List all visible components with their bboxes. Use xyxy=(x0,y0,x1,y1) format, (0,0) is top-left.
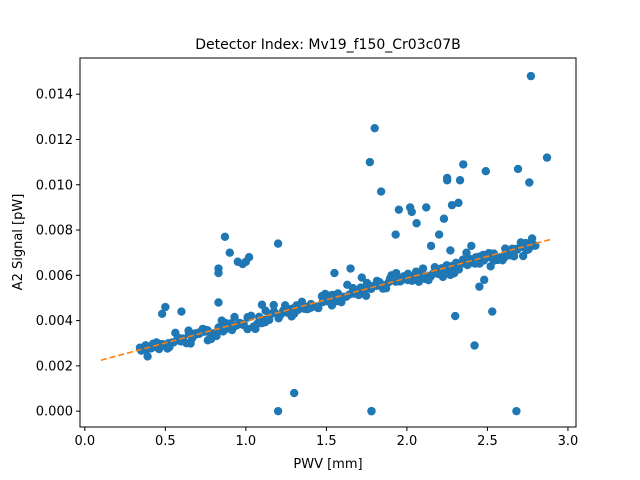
x-tick-label: 1.5 xyxy=(316,434,337,449)
data-point xyxy=(157,309,167,319)
data-point xyxy=(459,160,468,169)
x-tick-label: 0.5 xyxy=(155,434,176,449)
data-point xyxy=(439,214,449,223)
data-point xyxy=(467,241,476,251)
data-point xyxy=(442,176,452,185)
y-tick-label: 0.000 xyxy=(36,405,73,420)
data-point xyxy=(214,268,223,278)
data-point xyxy=(273,406,283,416)
data-point xyxy=(370,123,379,133)
data-point xyxy=(446,246,455,255)
data-point xyxy=(455,176,465,185)
data-point xyxy=(246,311,256,321)
y-tick-label: 0.010 xyxy=(36,178,73,193)
data-point xyxy=(391,230,400,239)
data-point xyxy=(526,71,536,81)
data-point xyxy=(289,388,299,398)
y-axis-label: A2 Signal [pW] xyxy=(11,194,26,291)
data-point xyxy=(143,352,152,361)
data-point xyxy=(454,198,463,208)
x-tick-label: 2.0 xyxy=(397,434,418,449)
plot-layer xyxy=(100,71,553,416)
data-point xyxy=(475,282,484,291)
data-point xyxy=(361,291,371,300)
x-tick-label: 3.0 xyxy=(558,434,579,449)
x-tick-label: 2.5 xyxy=(477,434,498,449)
data-point xyxy=(438,272,448,282)
data-point xyxy=(426,241,436,251)
data-point xyxy=(407,207,416,217)
data-point xyxy=(512,406,521,416)
y-tick-label: 0.002 xyxy=(36,359,73,374)
data-point xyxy=(447,200,457,210)
fit-line xyxy=(100,238,553,361)
data-point xyxy=(542,153,552,162)
data-point xyxy=(177,307,186,316)
y-tick-label: 0.012 xyxy=(36,133,73,148)
x-axis: 0.0 0.5 1.0 1.5 2.0 2.5 3.0 xyxy=(74,427,578,449)
data-point xyxy=(244,253,254,262)
plot-frame xyxy=(79,57,577,428)
data-point xyxy=(161,302,170,312)
data-point xyxy=(525,178,534,187)
data-point xyxy=(217,316,226,325)
y-tick-label: 0.008 xyxy=(36,224,73,239)
data-point xyxy=(261,306,270,315)
data-point xyxy=(212,331,221,341)
data-point xyxy=(214,298,223,307)
y-tick-label: 0.006 xyxy=(36,269,73,284)
data-point xyxy=(376,187,386,196)
data-point xyxy=(434,230,444,239)
x-axis-label: PWV [mm] xyxy=(293,457,362,472)
data-point xyxy=(264,315,274,325)
data-point xyxy=(365,157,375,167)
data-point xyxy=(481,166,491,176)
data-point xyxy=(454,265,464,274)
x-tick-label: 0.0 xyxy=(74,434,95,449)
data-point xyxy=(230,312,239,322)
data-point xyxy=(220,232,230,242)
x-tick-label: 1.0 xyxy=(236,434,257,449)
y-tick-label: 0.014 xyxy=(36,88,73,103)
y-axis: 0.000 0.002 0.004 0.006 0.008 0.010 0.012 0.014 xyxy=(36,88,80,420)
data-point xyxy=(462,248,471,257)
data-point xyxy=(418,264,428,273)
data-point xyxy=(394,205,404,214)
y-tick-label: 0.004 xyxy=(36,314,73,329)
data-point xyxy=(357,273,367,282)
data-point xyxy=(470,341,479,350)
data-point xyxy=(367,406,376,416)
data-point xyxy=(486,262,495,271)
data-point xyxy=(269,300,278,310)
data-point xyxy=(480,275,489,285)
data-point xyxy=(346,264,355,273)
data-point xyxy=(488,307,497,316)
data-point xyxy=(513,164,523,174)
data-point xyxy=(451,311,460,321)
data-point xyxy=(422,203,431,212)
data-point xyxy=(509,252,519,261)
data-point xyxy=(257,300,267,309)
data-point xyxy=(412,219,421,228)
data-point xyxy=(225,248,234,257)
data-point xyxy=(330,268,339,278)
chart-title: Detector Index: Mv19_f150_Cr03c07B xyxy=(195,37,460,53)
data-point xyxy=(273,239,283,248)
